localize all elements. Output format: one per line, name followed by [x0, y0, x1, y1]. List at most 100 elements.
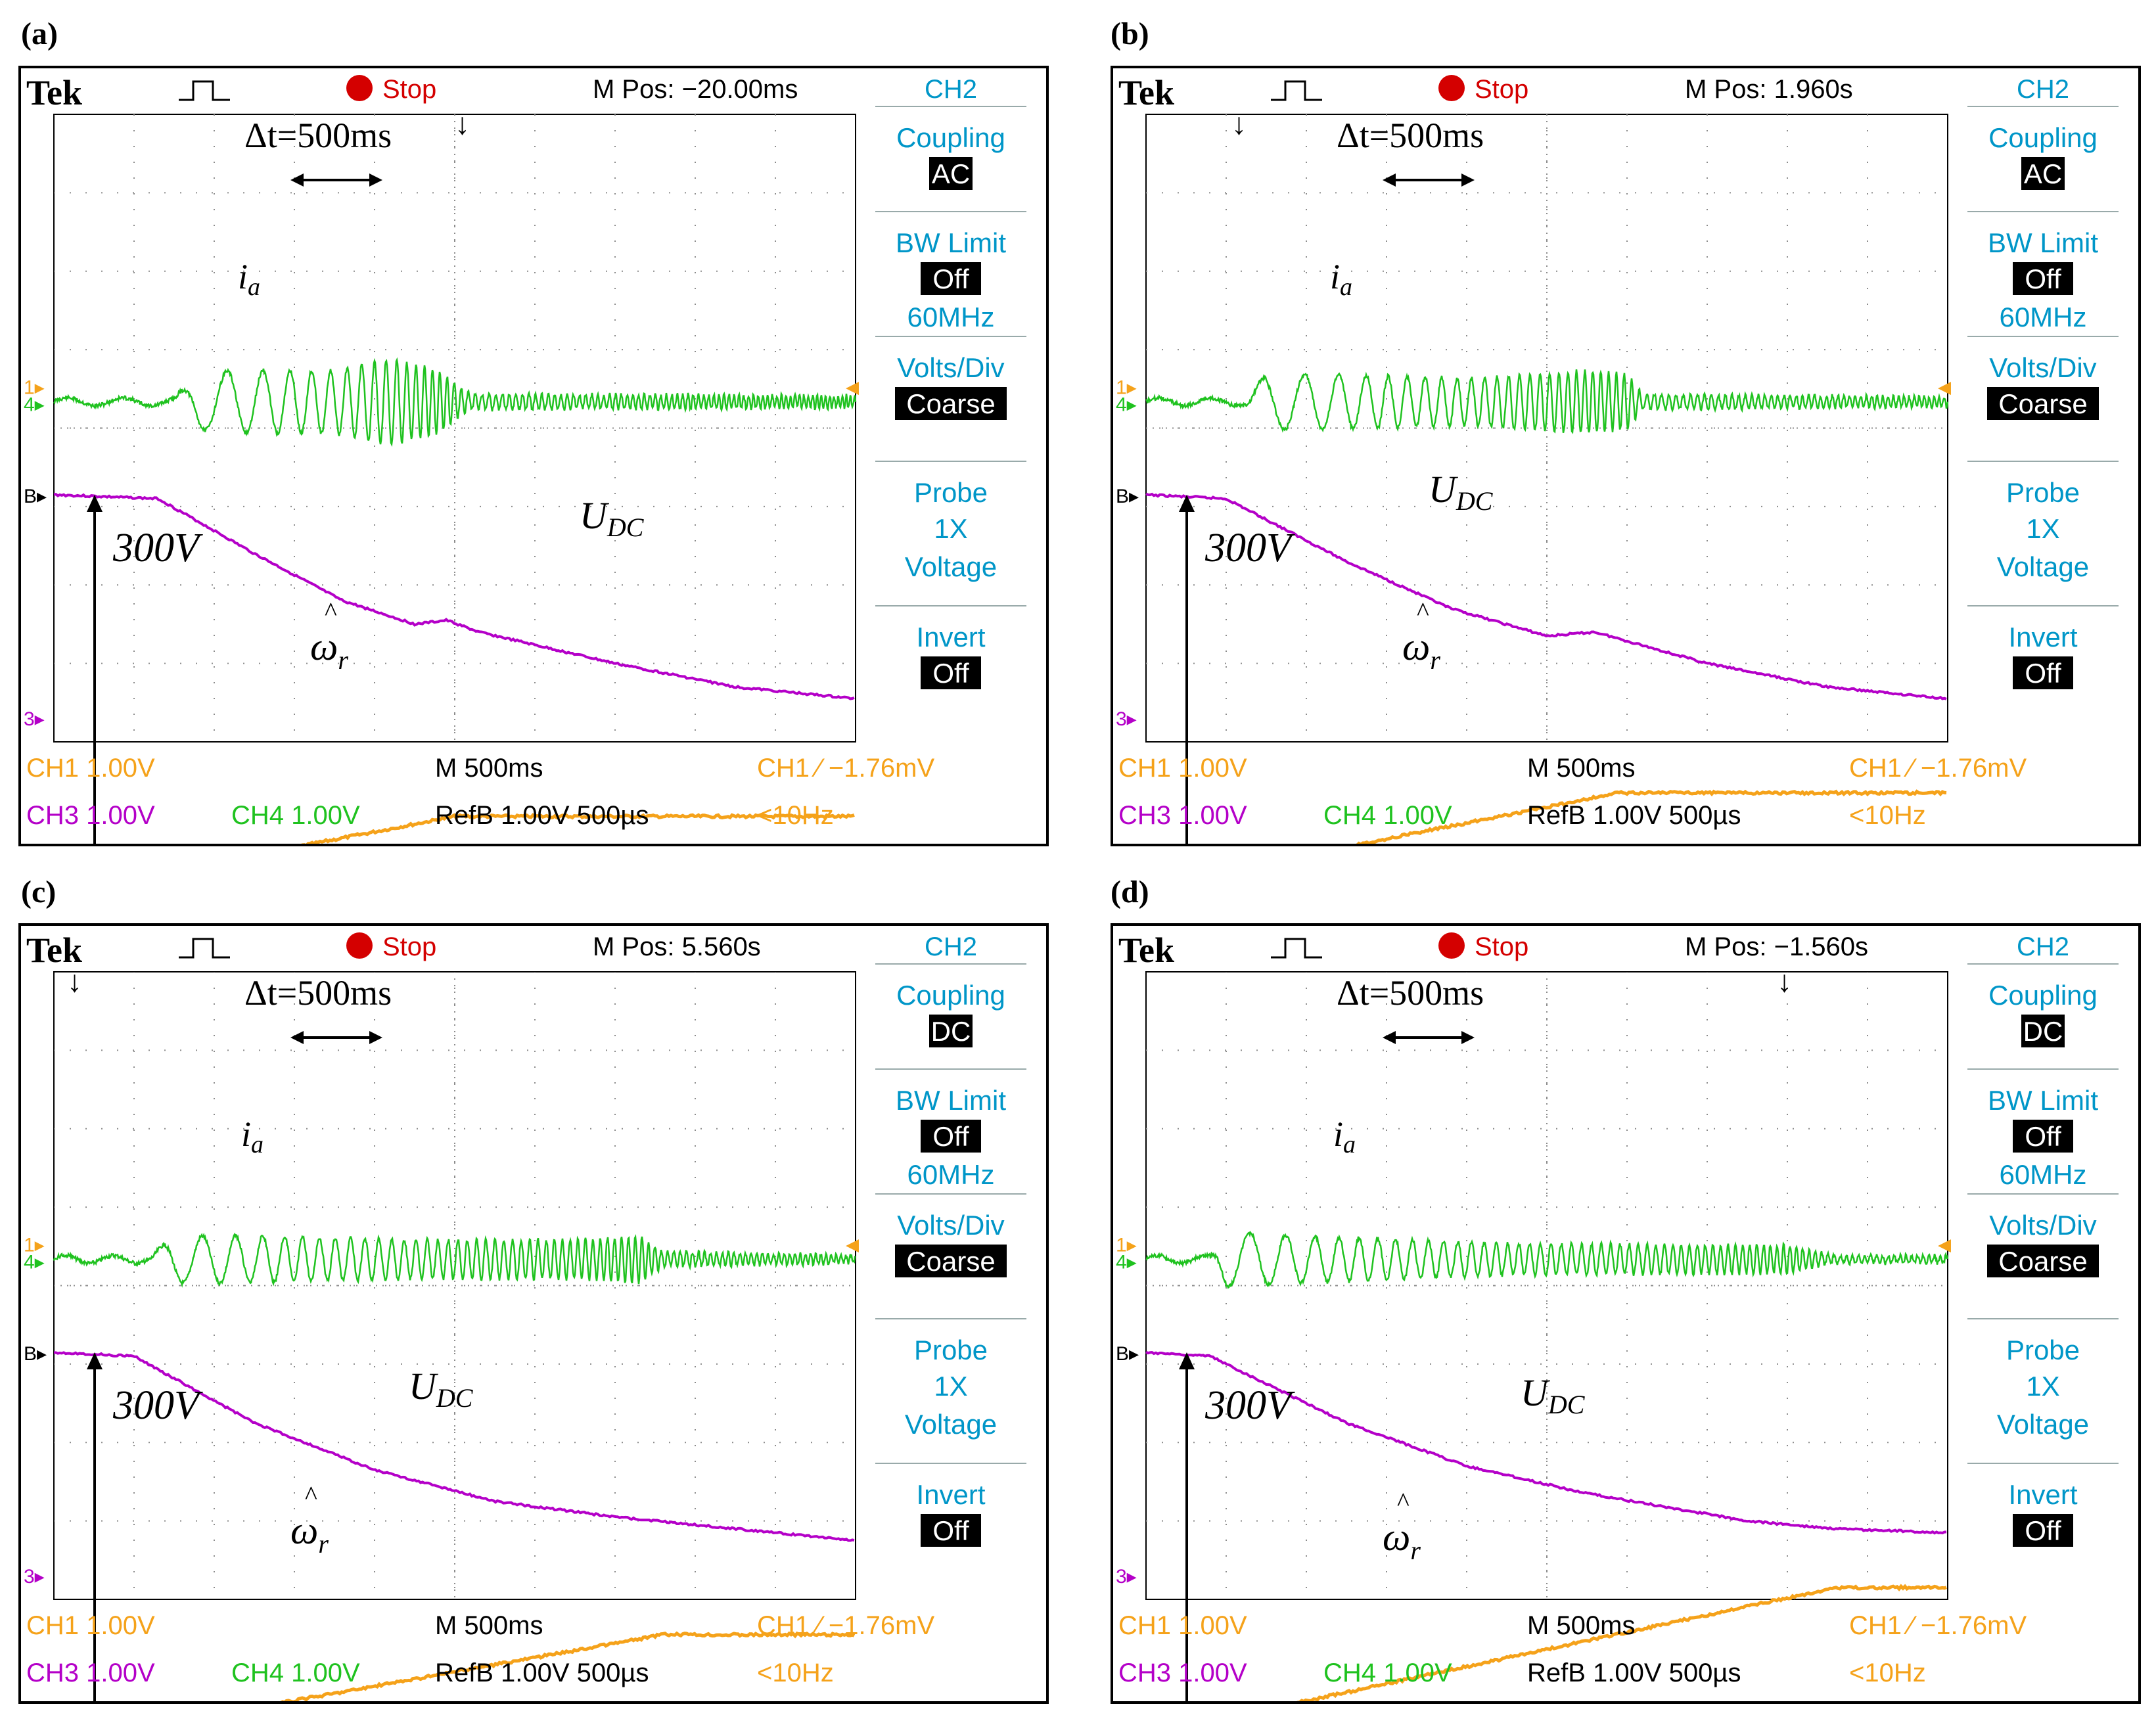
omega-label-sub: r [1430, 645, 1440, 675]
trigger-level-marker: ◂ [1938, 1230, 1951, 1259]
menu-value-box [921, 1120, 981, 1153]
ia-label-main: i [241, 1114, 251, 1154]
tek-logo: Tek [26, 930, 82, 970]
status-timebase: M 500ms [435, 754, 543, 783]
dt-arrow-right [1461, 1031, 1475, 1044]
dt-arrow-right [1461, 173, 1475, 187]
udc-label: UDC [409, 1365, 474, 1413]
oscilloscope-panel-d: Tek Stop M Pos: −1.560s CH2 Coupling DC BW Lim… [1111, 923, 2141, 1704]
omega-label: ωr [1383, 1515, 1421, 1565]
menu-value-box [2013, 656, 2073, 689]
status-ch1: CH1 1.00V [1118, 1611, 1247, 1640]
menu-extra: 1X Voltage [1997, 1371, 2089, 1440]
status-timebase: M 500ms [435, 1611, 543, 1640]
menu-value: Off [2025, 1121, 2061, 1152]
udc-trace [1145, 492, 1947, 700]
trigger-position-arrow: ↓ [455, 106, 470, 141]
menu-channel: CH2 [2017, 75, 2069, 104]
omega-label: ωr [1402, 625, 1440, 675]
omega-hat: ^ [1397, 1487, 1410, 1517]
status-timebase: M 500ms [1527, 754, 1636, 783]
trigger-position-arrow: ↓ [1777, 964, 1792, 998]
dt-arrow-left [1383, 1031, 1396, 1044]
omega-hat: ^ [325, 597, 337, 626]
menu-title: Probe [2006, 1335, 2080, 1365]
status-ch3: CH3 1.00V [1118, 1658, 1247, 1687]
status-ref: RefB 1.00V 500µs [435, 1658, 649, 1687]
menu-title: Volts/Div [897, 352, 1004, 383]
omega-label-main: ω [310, 625, 338, 668]
status-ch1: CH1 1.00V [26, 1611, 155, 1640]
menu-value-box [2021, 1015, 2065, 1047]
ch1-marker: 1▸ [24, 1235, 45, 1256]
omega-label-sub: r [1410, 1536, 1421, 1565]
ch4-marker: 4▸ [24, 1252, 45, 1273]
dt-annotation: Δt=500ms [1337, 116, 1484, 155]
menu-value-box [929, 157, 973, 190]
menu-title: Coupling [1988, 980, 2098, 1011]
menu-title: Invert [916, 622, 985, 652]
m-position: M Pos: 5.560s [593, 932, 761, 961]
menu-extra-line: 1X [934, 513, 967, 544]
trigger-level-marker: ◂ [846, 1230, 859, 1259]
trigger-level-marker: ◂ [1938, 373, 1951, 401]
menu-extra: 1X Voltage [1997, 513, 2089, 582]
menu-value: Coarse [1998, 1246, 2087, 1277]
oscilloscope-panel-a: Tek Stop M Pos: −20.00ms CH2 Coupling AC BW Li… [18, 66, 1049, 846]
menu-value: Off [2025, 1515, 2061, 1546]
ch3-marker: 3▸ [24, 1566, 45, 1588]
ia-trace [1145, 1231, 1949, 1289]
ia-label: ia [238, 257, 260, 301]
trigger-edge-icon [179, 80, 230, 101]
tek-logo: Tek [1118, 73, 1174, 112]
graticule-grid [1146, 114, 1948, 742]
menu-extra-line: Voltage [1997, 1409, 2089, 1440]
status-freq: <10Hz [757, 1658, 834, 1687]
dt-annotation: Δt=500ms [1337, 973, 1484, 1013]
refb-marker: B▸ [24, 1343, 47, 1365]
m-position: M Pos: −1.560s [1685, 932, 1868, 961]
status-ref: RefB 1.00V 500µs [435, 801, 649, 830]
run-state: Stop [1475, 75, 1528, 104]
udc-trace [1145, 1350, 1947, 1535]
menu-title: Coupling [1988, 122, 2098, 153]
ia-label-main: i [1333, 1114, 1343, 1154]
udc-label: UDC [1521, 1371, 1586, 1419]
status-freq: <10Hz [1849, 1658, 1926, 1687]
v300-label: 300V [112, 526, 203, 570]
v300-arrow-top [87, 494, 103, 512]
m-position: M Pos: −20.00ms [593, 75, 798, 104]
panel-label-d: (d) [1111, 875, 1149, 909]
refb-marker: B▸ [24, 486, 47, 507]
menu-value: DC [931, 1016, 971, 1047]
status-ch1: CH1 1.00V [1118, 754, 1247, 783]
graticule-grid [1146, 972, 1948, 1599]
omega-label-main: ω [290, 1509, 318, 1552]
omega-label-main: ω [1402, 625, 1430, 668]
omega-r-trace [298, 813, 855, 844]
udc-label: UDC [580, 494, 645, 542]
menu-extra-line: Voltage [905, 1409, 997, 1440]
menu-title: BW Limit [896, 227, 1006, 258]
menu-extra: 60MHz [1999, 302, 2086, 332]
menu-value: DC [2023, 1016, 2063, 1047]
menu-title: Invert [2008, 1479, 2077, 1510]
menu-extra: 60MHz [1999, 1159, 2086, 1190]
menu-extra-line: 1X [2026, 513, 2059, 544]
menu-value: Coarse [1998, 388, 2087, 419]
omega-label-sub: r [338, 645, 348, 675]
menu-extra: 60MHz [907, 1159, 994, 1190]
menu-value-box [921, 656, 981, 689]
status-ch4: CH4 1.00V [231, 801, 360, 830]
oscilloscope-panel-b: Tek Stop M Pos: 1.960s CH2 Coupling AC BW Limi… [1111, 66, 2141, 846]
ia-label-sub: a [251, 1131, 264, 1158]
udc-label-sub: DC [1456, 486, 1494, 516]
trigger-position-arrow: ↓ [67, 964, 82, 998]
status-timebase: M 500ms [1527, 1611, 1636, 1640]
ia-trace [53, 1232, 856, 1288]
menu-value: Off [2025, 658, 2061, 689]
menu-value: AC [932, 158, 970, 189]
menu-value: Off [932, 1515, 969, 1546]
menu-extra: 1X Voltage [905, 513, 997, 582]
menu-title: Volts/Div [1989, 352, 2096, 383]
